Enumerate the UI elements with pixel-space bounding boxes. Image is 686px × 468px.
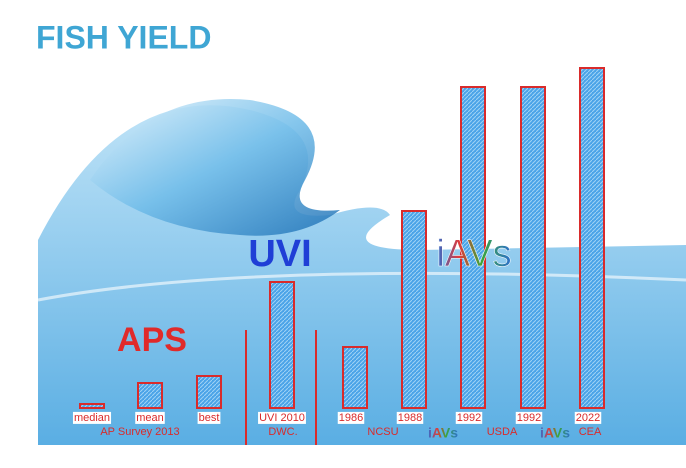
x-tick-label: best bbox=[199, 412, 220, 424]
system-tag: iAVs bbox=[428, 425, 458, 441]
group-label: CEA bbox=[579, 426, 602, 438]
x-tick-label: mean bbox=[136, 412, 164, 424]
system-label: APS bbox=[117, 321, 187, 359]
bar bbox=[401, 210, 427, 409]
bar bbox=[520, 86, 546, 409]
label-bg bbox=[515, 411, 543, 424]
chart-title: FISH YIELD bbox=[36, 19, 211, 55]
label-bg bbox=[337, 411, 365, 424]
label-bg bbox=[72, 411, 112, 424]
system-label: iAVs bbox=[436, 233, 511, 275]
label-bg bbox=[455, 411, 483, 424]
x-tick-label: median bbox=[74, 412, 110, 424]
group-label: USDA bbox=[487, 426, 518, 438]
x-tick-label: 1992 bbox=[457, 412, 481, 424]
x-tick-label: UVI 2010 bbox=[259, 412, 305, 424]
bar bbox=[196, 375, 222, 409]
bar bbox=[460, 86, 486, 409]
bar bbox=[342, 346, 368, 409]
x-tick-label: 1992 bbox=[517, 412, 541, 424]
x-tick-label: 2022 bbox=[576, 412, 600, 424]
x-tick-label: 1986 bbox=[339, 412, 363, 424]
x-tick-label: 1988 bbox=[398, 412, 422, 424]
label-bg bbox=[574, 411, 602, 424]
bar bbox=[269, 281, 295, 409]
group-label: AP Survey 2013 bbox=[100, 426, 179, 438]
bar bbox=[579, 67, 605, 409]
label-bg bbox=[396, 411, 424, 424]
group-label: NCSU bbox=[367, 426, 398, 438]
system-tag: iAVs bbox=[540, 425, 570, 441]
bar bbox=[79, 403, 105, 409]
system-label: UVI bbox=[248, 233, 311, 275]
label-bg bbox=[135, 411, 165, 424]
label-bg bbox=[258, 411, 306, 424]
bar bbox=[137, 382, 163, 409]
label-bg bbox=[197, 411, 221, 424]
group-label: DWC. bbox=[268, 426, 297, 438]
